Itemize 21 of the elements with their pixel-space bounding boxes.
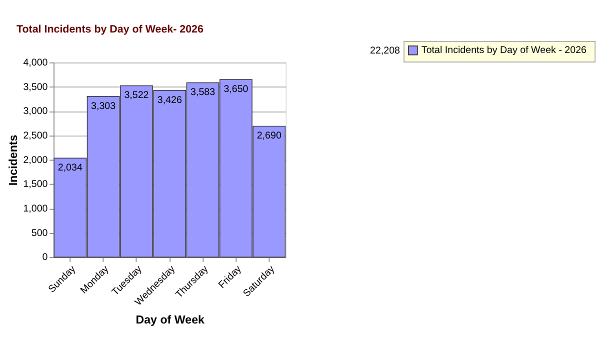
y-tick-label: 1,000	[23, 204, 48, 215]
y-tick-label: 2,000	[23, 154, 48, 166]
y-tick-label: 3,500	[23, 82, 48, 93]
y-tick-label: 1,500	[23, 179, 48, 190]
x-axis-title: Day of Week	[136, 313, 206, 326]
legend-label: Total Incidents by Day of Week - 2026	[421, 45, 588, 56]
text: 2,034	[58, 162, 82, 174]
text: 3,426	[157, 94, 182, 106]
text: 3,303	[91, 100, 116, 112]
y-tick-label: 3,000	[23, 106, 48, 118]
text: 2,690	[256, 130, 282, 142]
text: 3,522	[124, 90, 149, 102]
text: 3,650	[224, 84, 248, 95]
text: 3,583	[190, 87, 216, 98]
y-axis-title: Incidents	[6, 134, 20, 186]
text: 22,208	[370, 46, 401, 57]
y-tick-label: 2,500	[23, 130, 48, 142]
y-tick-label: 500	[31, 228, 48, 239]
chart-title: Total Incidents by Day of Week- 2026	[16, 24, 204, 36]
y-tick-label: 0	[42, 252, 48, 264]
y-tick-label: 4,000	[23, 58, 48, 69]
